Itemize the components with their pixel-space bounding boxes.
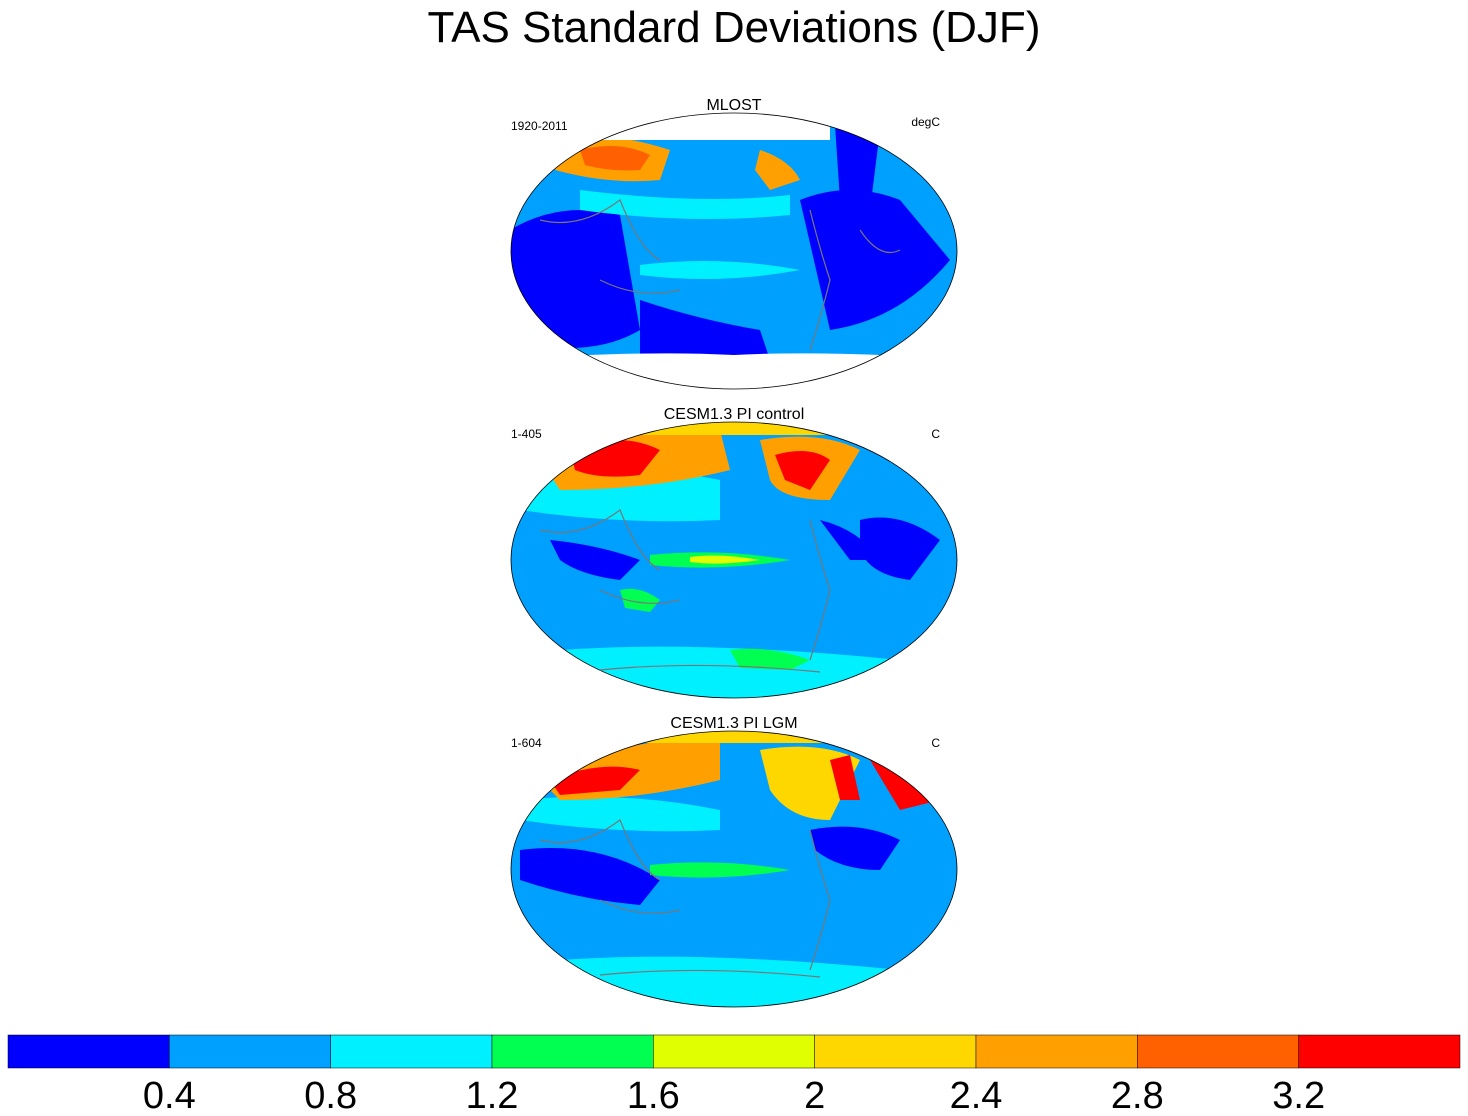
figure-title: TAS Standard Deviations (DJF) <box>428 3 1041 52</box>
colorbar-tick-label: 1.6 <box>627 1075 680 1116</box>
panel-title: MLOST <box>706 97 761 114</box>
map-panel: MLOST 1920-2011 degC <box>510 97 958 390</box>
colorbar-box <box>169 1034 331 1069</box>
colorbar-box <box>330 1034 493 1069</box>
colorbar-box <box>653 1034 815 1069</box>
colorbar-box <box>814 1034 977 1069</box>
panel-left-label: 1920-2011 <box>511 119 568 133</box>
map-panel: CESM1.3 PI LGM 1-604 C <box>510 715 958 1008</box>
colorbar-tick-label: 3.2 <box>1272 1075 1325 1116</box>
panel-title: CESM1.3 PI control <box>664 406 805 423</box>
panel-right-label: C <box>931 427 940 441</box>
panel-left-label: 1-405 <box>511 427 542 441</box>
panel-left-label: 1-604 <box>511 736 542 750</box>
colorbar-tick-label: 2.4 <box>950 1075 1003 1116</box>
colorbar-tick-label: 2.8 <box>1111 1075 1164 1116</box>
panel-right-label: degC <box>911 115 940 129</box>
panel-title: CESM1.3 PI LGM <box>670 715 797 732</box>
panel-right-label: C <box>931 736 940 750</box>
map-panel: CESM1.3 PI control 1-405 C <box>510 406 958 699</box>
colorbar-box <box>975 1034 1138 1069</box>
colorbar-box <box>491 1034 654 1069</box>
colorbar-tick-label: 0.4 <box>143 1075 196 1116</box>
colorbar-tick-label: 2 <box>804 1075 825 1116</box>
colorbar-box <box>7 1034 170 1069</box>
colorbar: 0.4 0.8 1.2 1.6 2 2.4 2.8 3.2 <box>7 1034 1461 1116</box>
colorbar-box <box>1137 1034 1299 1069</box>
colorbar-tick-label: 1.2 <box>466 1075 519 1116</box>
colorbar-box <box>1298 1034 1461 1069</box>
colorbar-tick-label: 0.8 <box>304 1075 357 1116</box>
